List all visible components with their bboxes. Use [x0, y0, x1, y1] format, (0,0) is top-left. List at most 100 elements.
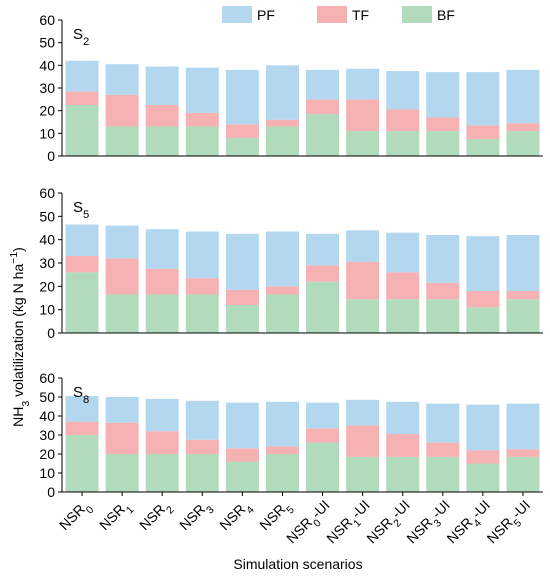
bar-pf	[145, 66, 179, 105]
bar-tf	[145, 431, 179, 454]
bar-tf	[225, 124, 259, 138]
y-tick-label: 0	[47, 484, 55, 500]
bar-pf	[185, 400, 219, 440]
bar-bf	[386, 131, 420, 156]
bar-pf	[386, 232, 420, 273]
panel-label: S2	[73, 26, 89, 48]
x-axis-label: Simulation scenarios	[233, 556, 362, 572]
bar-pf	[265, 401, 299, 447]
bar-pf	[65, 224, 99, 256]
bar-pf	[506, 403, 540, 450]
bar-bf	[265, 126, 299, 156]
bar-bf	[105, 126, 139, 156]
panel-label: S5	[73, 199, 89, 221]
bar-tf	[386, 109, 420, 132]
panel-label: S8	[73, 384, 89, 406]
bar-tf	[346, 425, 380, 457]
x-tick-label: NSR2-UI	[363, 497, 417, 551]
legend-swatch	[317, 6, 347, 23]
bar-tf	[346, 261, 380, 300]
bar-bf	[225, 461, 259, 492]
legend-swatch	[222, 6, 252, 23]
bar-bf	[65, 105, 99, 156]
bar-pf	[65, 60, 99, 92]
bar-bf	[306, 442, 340, 492]
bar-pf	[145, 398, 179, 432]
x-tick-label: NSR1	[96, 497, 137, 538]
y-tick-label: 60	[39, 185, 55, 201]
bar-pf	[466, 404, 500, 451]
bar-pf	[225, 233, 259, 290]
bar-pf	[386, 401, 420, 435]
bar-tf	[306, 428, 340, 443]
legend-item-bf: BF	[402, 6, 455, 23]
y-tick-label: 20	[39, 278, 55, 294]
bar-bf	[506, 131, 540, 156]
bar-bf	[105, 454, 139, 492]
bar-pf	[346, 399, 380, 426]
legend-label: BF	[437, 7, 455, 23]
bar-bf	[105, 294, 139, 333]
bar-pf	[105, 397, 139, 423]
x-tick-label: NSR0-UI	[283, 497, 337, 551]
bar-pf	[105, 64, 139, 95]
bar-bf	[225, 137, 259, 156]
bar-pf	[306, 69, 340, 100]
bar-tf	[185, 278, 219, 295]
bar-tf	[225, 289, 259, 305]
bar-pf	[265, 231, 299, 287]
y-tick-label: 40	[39, 232, 55, 248]
x-tick-label: NSR3-UI	[403, 497, 457, 551]
bar-tf	[426, 442, 460, 457]
bar-tf	[265, 446, 299, 454]
y-tick-label: 50	[39, 208, 55, 224]
bar-pf	[386, 71, 420, 110]
bar-tf	[65, 256, 99, 273]
bar-pf	[145, 229, 179, 269]
y-tick-label: 20	[39, 103, 55, 119]
bar-pf	[225, 69, 259, 125]
bar-tf	[466, 450, 500, 464]
y-tick-label: 50	[39, 389, 55, 405]
bar-tf	[105, 94, 139, 127]
panel-s5: 0 10 20 30 40 50 60 S5	[39, 185, 543, 341]
bar-pf	[506, 235, 540, 291]
bar-bf	[466, 139, 500, 156]
bar-tf	[105, 258, 139, 295]
y-tick-label: 30	[39, 80, 55, 96]
bar-bf	[506, 456, 540, 492]
x-tick-label: NSR0	[56, 497, 97, 538]
y-tick-label: 40	[39, 408, 55, 424]
legend-label: TF	[352, 7, 369, 23]
bar-bf	[386, 299, 420, 333]
bar-pf	[466, 72, 500, 126]
bar-bf	[346, 131, 380, 156]
bar-bf	[185, 294, 219, 333]
bar-tf	[306, 99, 340, 115]
bar-tf	[105, 422, 139, 454]
bar-tf	[506, 123, 540, 132]
bar-tf	[386, 434, 420, 457]
bar-bf	[346, 299, 380, 333]
bar-tf	[65, 421, 99, 435]
bar-bf	[306, 114, 340, 156]
bar-bf	[145, 454, 179, 492]
bar-pf	[185, 67, 219, 113]
x-tick-label: NSR5-UI	[484, 497, 538, 551]
y-tick-label: 20	[39, 446, 55, 462]
y-tick-label: 50	[39, 35, 55, 51]
x-tick-label: NSR3	[176, 497, 217, 538]
y-tick-label: 10	[39, 465, 55, 481]
bar-pf	[426, 403, 460, 443]
bar-bf	[145, 126, 179, 156]
bar-tf	[506, 291, 540, 300]
bar-pf	[426, 235, 460, 283]
y-tick-label: 0	[47, 148, 55, 164]
bar-tf	[426, 117, 460, 132]
x-tick-label: NSR4-UI	[443, 497, 497, 551]
bar-pf	[105, 225, 139, 259]
x-tick-label: NSR2	[136, 497, 177, 538]
bar-pf	[306, 402, 340, 429]
y-tick-label: 10	[39, 302, 55, 318]
bar-bf	[346, 456, 380, 492]
